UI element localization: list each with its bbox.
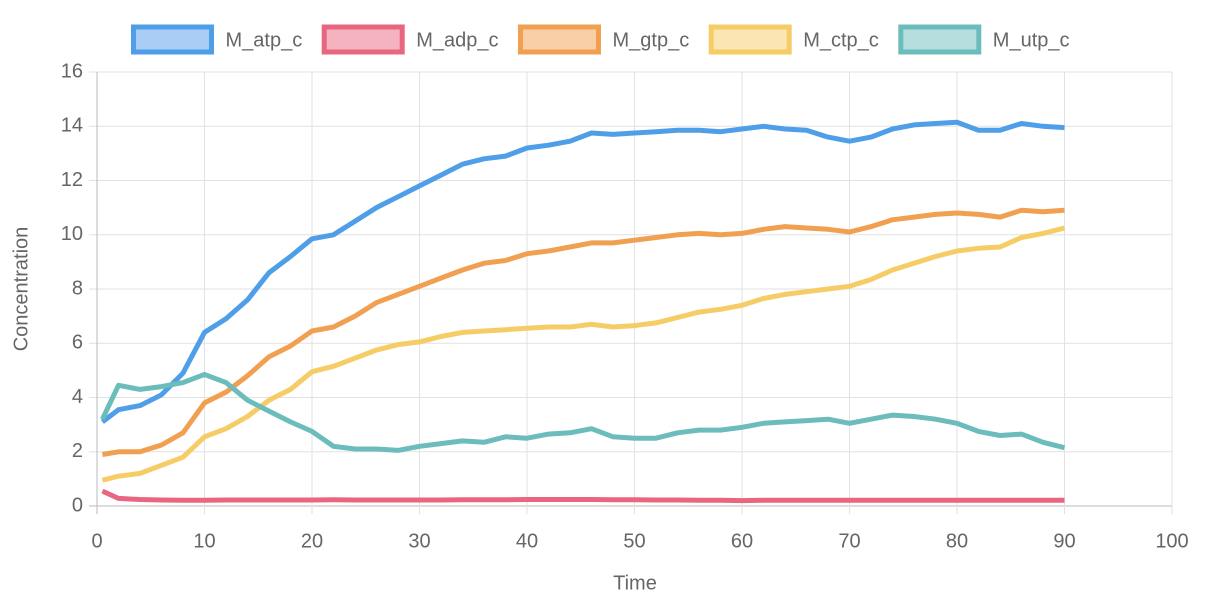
legend-swatch xyxy=(130,24,214,55)
x-tick-label: 80 xyxy=(946,530,968,552)
y-tick-label: 12 xyxy=(61,169,83,191)
y-tick-label: 10 xyxy=(61,223,83,245)
legend-label: M_ctp_c xyxy=(803,29,879,51)
x-tick-label: 30 xyxy=(408,530,430,552)
legend-item: M_adp_c xyxy=(321,24,498,55)
x-tick-label: 10 xyxy=(193,530,215,552)
data-line xyxy=(100,371,1066,453)
data-line xyxy=(101,488,1065,504)
legend-label: M_adp_c xyxy=(416,29,498,51)
y-tick-label: 2 xyxy=(72,440,83,462)
y-tick-label: 14 xyxy=(61,115,83,137)
y-tick-label: 4 xyxy=(72,386,83,408)
legend-swatch xyxy=(898,24,982,55)
x-tick-label: 50 xyxy=(623,530,645,552)
legend: M_atp_c M_adp_c M_gtp_c M_ctp_c M_utp_c xyxy=(130,24,1070,55)
legend-swatch xyxy=(517,24,601,55)
legend-label: M_atp_c xyxy=(225,29,302,51)
x-tick-label: 90 xyxy=(1053,530,1075,552)
y-axis-label: Concentration xyxy=(10,227,32,352)
data-line xyxy=(101,207,1065,457)
legend-item: M_gtp_c xyxy=(517,24,689,55)
x-tick-label: 0 xyxy=(91,530,102,552)
data-line xyxy=(100,119,1065,424)
data-line xyxy=(101,225,1066,483)
y-tick-label: 0 xyxy=(72,494,83,516)
y-tick-label: 8 xyxy=(72,277,83,299)
x-tick-label: 60 xyxy=(731,530,753,552)
legend-swatch xyxy=(708,24,792,55)
legend-item: M_atp_c xyxy=(130,24,302,55)
x-tick-label: 70 xyxy=(838,530,860,552)
x-tick-label: 100 xyxy=(1155,530,1188,552)
y-tick-label: 6 xyxy=(72,332,83,354)
x-tick-label: 20 xyxy=(301,530,323,552)
x-axis-label: Time xyxy=(613,572,657,594)
legend-item: M_utp_c xyxy=(898,24,1070,55)
legend-label: M_gtp_c xyxy=(612,29,689,51)
x-tick-label: 40 xyxy=(516,530,538,552)
legend-label: M_utp_c xyxy=(993,29,1070,51)
legend-item: M_ctp_c xyxy=(708,24,879,55)
y-tick-label: 16 xyxy=(61,60,83,82)
legend-swatch xyxy=(321,24,405,55)
